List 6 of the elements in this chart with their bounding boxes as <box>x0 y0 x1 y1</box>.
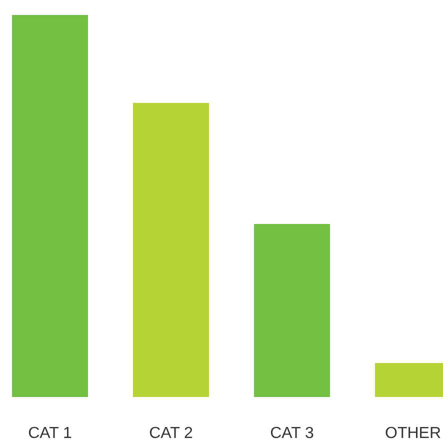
bar <box>133 102 209 397</box>
x-tick-label: OTHER <box>385 425 441 442</box>
bar <box>12 15 88 397</box>
x-tick-label: CAT 3 <box>270 425 314 442</box>
x-tick-label: CAT 2 <box>149 425 194 442</box>
x-tick-label: CAT 1 <box>28 425 72 442</box>
